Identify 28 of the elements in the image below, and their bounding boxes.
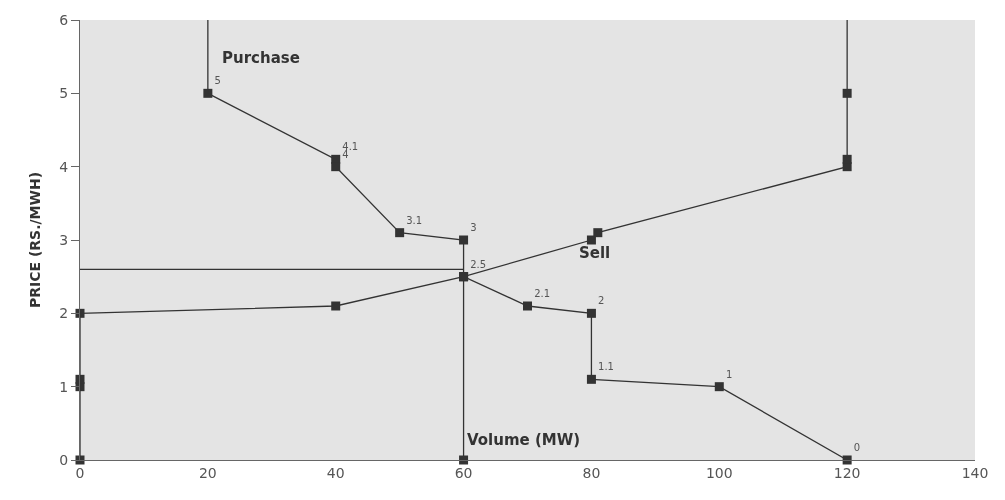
x-tick-label: 20 xyxy=(198,464,217,481)
data-label: 2.1 xyxy=(534,287,551,299)
y-tick-label: 1 xyxy=(59,378,69,395)
data-label: 3.1 xyxy=(406,214,423,226)
data-label: 2.5 xyxy=(470,258,487,270)
x-tick-label: 40 xyxy=(326,464,345,481)
data-label: 1.1 xyxy=(598,361,614,373)
x-tick-label: 120 xyxy=(833,464,861,481)
x-tick-label: 0 xyxy=(75,464,85,481)
data-label: 2 xyxy=(598,295,605,307)
y-tick-label: 2 xyxy=(59,305,69,322)
y-tick-label: 5 xyxy=(59,85,69,102)
series-label: Sell xyxy=(579,244,611,262)
data-label: 0 xyxy=(853,441,861,453)
x-axis-title: Volume (MW) xyxy=(467,431,581,449)
x-tick-label: 60 xyxy=(454,464,473,481)
data-label: 5 xyxy=(214,75,221,87)
x-tick-label: 80 xyxy=(582,464,601,481)
data-label: 3 xyxy=(470,221,477,233)
y-tick-label: 6 xyxy=(59,11,69,28)
x-tick-label: 140 xyxy=(961,464,989,481)
y-tick-label: 4 xyxy=(59,158,69,175)
y-tick-label: 0 xyxy=(59,451,69,468)
y-axis-title: PRICE (RS./MWH) xyxy=(26,171,43,309)
x-tick-label: 100 xyxy=(705,464,733,481)
data-label: 1 xyxy=(725,368,733,380)
series-label: Purchase xyxy=(222,49,300,67)
y-tick-label: 3 xyxy=(59,231,69,248)
